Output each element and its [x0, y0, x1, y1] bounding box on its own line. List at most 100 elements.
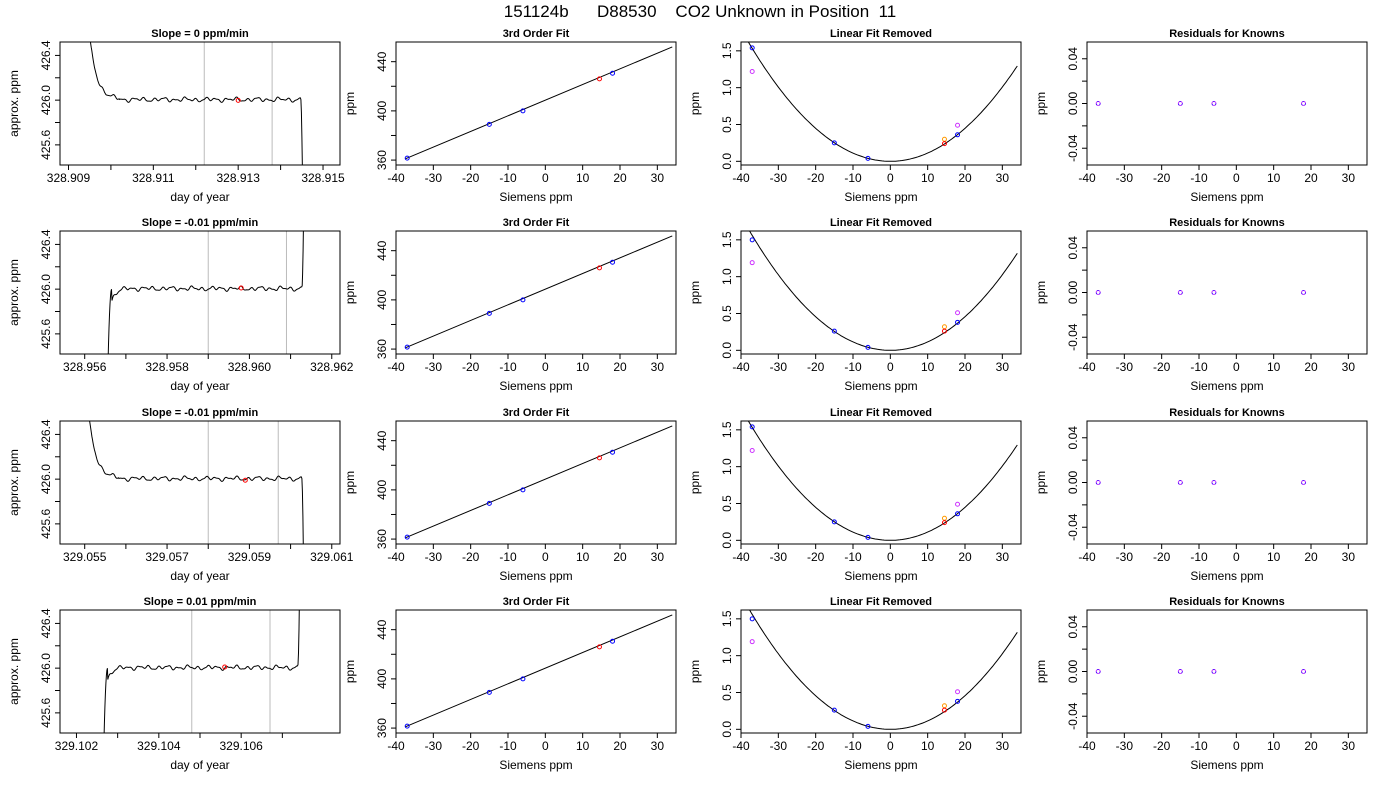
analyser-trace — [103, 610, 300, 733]
x-axis-label: Siemens ppm — [1190, 190, 1263, 204]
x-tick-label: 0 — [1233, 550, 1240, 564]
x-tick-label: 10 — [921, 739, 935, 753]
data-point-unknown — [596, 76, 602, 82]
x-tick-label: -30 — [1116, 739, 1134, 753]
y-tick-label: 0.5 — [720, 684, 734, 701]
data-point-other — [955, 122, 961, 128]
x-tick-label: 0 — [1233, 171, 1240, 185]
y-tick-label: 426.4 — [39, 419, 53, 449]
data-point-unknown — [596, 265, 602, 271]
panel-3-3: Linear Fit Removed Siemens ppm ppm -40 -30 -2… — [688, 407, 1022, 583]
x-tick-label: 0 — [887, 739, 894, 753]
data-point-known — [831, 328, 837, 334]
x-tick-label: -10 — [1190, 550, 1208, 564]
y-axis-label: ppm — [343, 660, 357, 683]
y-tick-label: 1.5 — [720, 42, 734, 59]
x-axis-label: Siemens ppm — [844, 379, 917, 393]
x-axis-label: Siemens ppm — [499, 569, 572, 583]
plot-data — [1095, 669, 1307, 674]
x-axis-label: day of year — [170, 758, 229, 772]
x-tick-label: -40 — [387, 171, 405, 185]
y-tick-label: -0.04 — [1066, 513, 1080, 541]
data-point-known — [610, 70, 616, 76]
y-tick-label: 0.5 — [720, 495, 734, 512]
y-tick-label: 425.6 — [39, 509, 53, 539]
x-tick-label: -30 — [770, 360, 788, 374]
x-tick-label: 30 — [651, 739, 665, 753]
x-tick-label: -40 — [732, 171, 750, 185]
data-point-other — [749, 447, 755, 453]
x-tick-label: 10 — [1267, 550, 1281, 564]
x-axis-label: day of year — [170, 190, 229, 204]
y-tick-label: 0.0 — [720, 721, 734, 738]
data-point-known — [486, 689, 492, 695]
panel-2-3: Linear Fit Removed Siemens ppm ppm -40 -30 -2… — [688, 217, 1022, 393]
data-point-other — [749, 260, 755, 266]
x-tick-label: -30 — [425, 360, 443, 374]
plot-data — [107, 231, 304, 354]
data-point-known — [831, 707, 837, 713]
x-tick-label: 0 — [887, 360, 894, 374]
x-tick-label: -10 — [1190, 171, 1208, 185]
data-point-known — [865, 344, 871, 350]
fit-line — [405, 235, 673, 349]
x-axis-label: day of year — [170, 379, 229, 393]
sample-mean-marker — [235, 97, 241, 103]
x-tick-label: -30 — [1116, 171, 1134, 185]
x-tick-label: 328.962 — [310, 360, 354, 374]
x-tick-label: 10 — [1267, 171, 1281, 185]
y-axis-label: approx. ppm — [7, 449, 21, 516]
plot-data — [749, 231, 1018, 351]
x-tick-label: 10 — [921, 360, 935, 374]
x-tick-label: 20 — [613, 739, 627, 753]
x-tick-label: 30 — [651, 360, 665, 374]
x-axis-label: Siemens ppm — [1190, 569, 1263, 583]
y-tick-label: 1.0 — [720, 268, 734, 285]
x-tick-label: 0 — [1233, 739, 1240, 753]
plot-frame — [395, 230, 677, 355]
x-tick-label: -40 — [1078, 360, 1096, 374]
y-tick-label: 0.04 — [1066, 236, 1080, 260]
y-tick-label: 1.0 — [720, 458, 734, 475]
y-tick-label: 0.00 — [1066, 470, 1080, 494]
panel-title: 3rd Order Fit — [503, 407, 570, 419]
data-point-known — [520, 297, 526, 303]
y-tick-label: 0.00 — [1066, 659, 1080, 683]
y-tick-label: 0.04 — [1066, 47, 1080, 71]
plot-frame — [740, 609, 1022, 734]
x-axis-label: Siemens ppm — [844, 758, 917, 772]
x-tick-label: -40 — [732, 550, 750, 564]
plot-frame — [395, 420, 677, 545]
x-tick-label: 0 — [542, 739, 549, 753]
fit-line — [405, 614, 673, 728]
x-tick-label: 30 — [1342, 360, 1356, 374]
x-tick-label: -40 — [732, 360, 750, 374]
x-tick-label: 20 — [1304, 171, 1318, 185]
residual-point-overlay — [1301, 290, 1306, 295]
x-tick-label: -10 — [844, 739, 862, 753]
x-axis-label: day of year — [170, 569, 229, 583]
y-tick-label: -0.04 — [1066, 134, 1080, 162]
x-tick-label: 10 — [921, 550, 935, 564]
residual-point-overlay — [1301, 669, 1306, 674]
x-tick-label: 329.061 — [310, 550, 354, 564]
data-point-known — [610, 638, 616, 644]
y-tick-label: 425.6 — [39, 698, 53, 728]
x-tick-label: 20 — [1304, 739, 1318, 753]
y-tick-label: 360 — [375, 718, 389, 738]
data-point-known — [404, 723, 410, 729]
residual-point-overlay — [1095, 480, 1101, 485]
y-axis-label: ppm — [343, 92, 357, 115]
x-tick-label: 20 — [958, 550, 972, 564]
y-tick-label: 0.0 — [720, 532, 734, 549]
data-point-known — [749, 616, 755, 622]
plot-frame — [740, 420, 1022, 545]
x-tick-label: 329.106 — [219, 739, 263, 753]
x-tick-label: 328.909 — [47, 171, 91, 185]
data-point-known — [955, 132, 961, 138]
x-tick-label: -10 — [499, 739, 517, 753]
fit-curve — [747, 42, 1018, 162]
x-tick-label: 328.958 — [145, 360, 189, 374]
y-tick-label: 0.0 — [720, 153, 734, 170]
data-point-known — [955, 511, 961, 517]
